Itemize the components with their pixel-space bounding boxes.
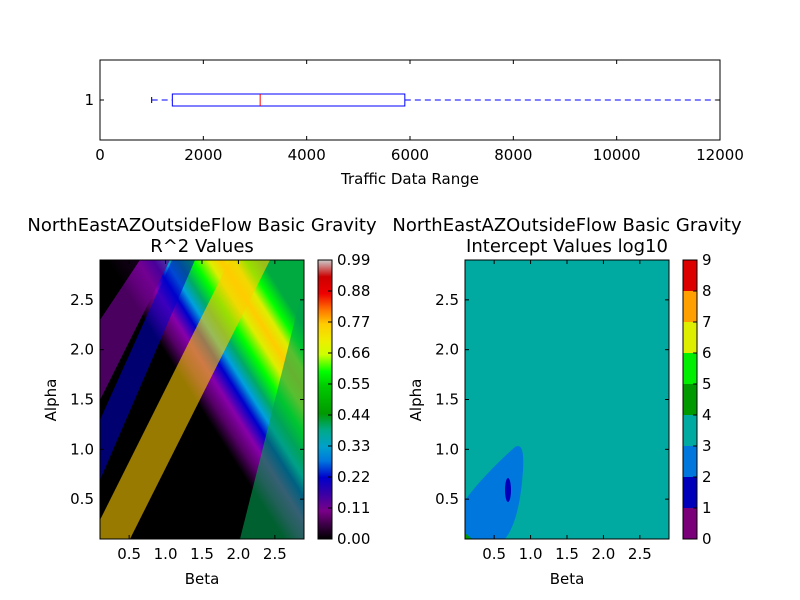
colorbar-level-block — [683, 415, 697, 446]
colorbar-tick-label: 0.77 — [337, 313, 370, 331]
colorbar-level-block — [683, 260, 697, 291]
colorbar-level-block — [683, 477, 697, 508]
colorbar-tick-label: 8 — [702, 282, 712, 300]
x-tick-label: 4000 — [288, 146, 326, 164]
r2-y-label: Alpha — [42, 379, 60, 422]
x-tick-label: 6000 — [391, 146, 429, 164]
x-tick-label: 2.5 — [628, 545, 652, 563]
colorbar-level-block — [683, 322, 697, 353]
colorbar-tick-label: 9 — [702, 251, 712, 269]
y-tick-label: 2.5 — [70, 291, 94, 309]
colorbar-tick-label: 2 — [702, 468, 712, 486]
colorbar-tick-label: 0.00 — [337, 530, 370, 548]
x-tick-label: 2.5 — [263, 545, 287, 563]
r2-blue-band — [100, 260, 195, 480]
x-tick-label: 1.0 — [519, 545, 543, 563]
boxplot-panel: 0 2000 4000 6000 8000 10000 12000 1 Traffic Da… — [84, 59, 744, 188]
x-tick-label: 1.5 — [555, 545, 579, 563]
intercept-contour-panel: NorthEastAZOutsideFlow Basic Gravity Int… — [392, 215, 742, 588]
y-tick-label: 1.0 — [70, 440, 94, 458]
colorbar-tick-label: 1 — [702, 499, 712, 517]
x-tick-label: 10000 — [593, 146, 641, 164]
colorbar-level-block — [683, 446, 697, 477]
y-tick-label: 1 — [84, 91, 94, 109]
intercept-y-label: Alpha — [407, 379, 425, 422]
colorbar-tick-label: 0 — [702, 530, 712, 548]
intercept-y-ticks: 0.5 1.0 1.5 2.0 2.5 — [435, 291, 669, 508]
y-tick-label: 0.5 — [70, 490, 94, 508]
intercept-level-4-corner — [465, 533, 472, 539]
x-tick-label: 1.0 — [154, 545, 178, 563]
x-tick-label: 0.5 — [482, 545, 506, 563]
x-tick-label: 12000 — [696, 146, 744, 164]
colorbar-tick-label: 0.33 — [337, 437, 370, 455]
colorbar-tick-label: 5 — [702, 375, 712, 393]
iqr-box — [171, 93, 406, 107]
intercept-title-line1: NorthEastAZOutsideFlow Basic Gravity — [392, 215, 742, 236]
colorbar-tick-label: 7 — [702, 313, 712, 331]
r2-ridge-band — [100, 260, 270, 539]
intercept-colorbar-frame — [682, 259, 698, 540]
x-tick-label: 2000 — [184, 146, 222, 164]
boxplot-y-ticks: 1 — [84, 91, 720, 109]
r2-purple-band — [100, 260, 170, 400]
boxplot-x-label: Traffic Data Range — [340, 170, 479, 188]
x-tick-label: 1.5 — [190, 545, 214, 563]
x-tick-label: 0 — [95, 146, 105, 164]
intercept-level-1-spot — [505, 478, 511, 502]
boxplot-x-ticks: 0 2000 4000 6000 8000 10000 12000 — [95, 60, 744, 164]
r2-y-ticks: 0.5 1.0 1.5 2.0 2.5 — [70, 291, 304, 508]
colorbar-tick-label: 0.88 — [337, 282, 370, 300]
r2-colorbar — [317, 259, 333, 540]
colorbar-tick-label: 0.66 — [337, 344, 370, 362]
colorbar-tick-label: 0.99 — [337, 251, 370, 269]
intercept-colorbar — [683, 260, 697, 539]
y-tick-label: 2.0 — [70, 341, 94, 359]
y-tick-label: 1.5 — [70, 391, 94, 409]
intercept-x-label: Beta — [550, 570, 585, 588]
intercept-contour-field — [465, 260, 669, 539]
colorbar-tick-label: 0.22 — [337, 468, 370, 486]
r2-lower-band — [240, 300, 304, 539]
r2-contour-panel: NorthEastAZOutsideFlow Basic Gravity R^2… — [27, 215, 377, 588]
y-tick-label: 1.0 — [435, 440, 459, 458]
x-tick-label: 0.5 — [117, 545, 141, 563]
colorbar-tick-label: 0.44 — [337, 406, 370, 424]
colorbar-tick-label: 3 — [702, 437, 712, 455]
colorbar-tick-label: 4 — [702, 406, 712, 424]
r2-x-ticks: 0.5 1.0 1.5 2.0 2.5 — [117, 260, 287, 563]
x-tick-label: 2.0 — [591, 545, 615, 563]
y-tick-label: 2.0 — [435, 341, 459, 359]
colorbar-level-block — [683, 508, 697, 539]
x-tick-label: 8000 — [494, 146, 532, 164]
r2-x-label: Beta — [185, 570, 220, 588]
r2-title-line2: R^2 Values — [150, 236, 254, 257]
colorbar-tick-label: 0.55 — [337, 375, 370, 393]
intercept-x-ticks: 0.5 1.0 1.5 2.0 2.5 — [482, 260, 652, 563]
y-tick-label: 1.5 — [435, 391, 459, 409]
r2-colorbar-ticks: 0.00 0.11 0.22 0.33 0.44 0.55 0.66 0.77 0.88 0.99 — [328, 251, 370, 548]
boxplot-marks — [151, 93, 721, 107]
x-tick-label: 2.0 — [226, 545, 250, 563]
r2-contour-field — [100, 260, 304, 539]
y-tick-label: 0.5 — [435, 490, 459, 508]
colorbar-level-block — [683, 384, 697, 415]
intercept-level-2-region — [465, 446, 524, 539]
intercept-colorbar-ticks: 0 1 2 3 4 5 6 7 8 9 — [693, 251, 712, 548]
r2-title-line1: NorthEastAZOutsideFlow Basic Gravity — [27, 215, 377, 236]
colorbar-level-block — [683, 291, 697, 322]
colorbar-tick-label: 6 — [702, 344, 712, 362]
colorbar-tick-label: 0.11 — [337, 499, 370, 517]
intercept-title-line2: Intercept Values log10 — [466, 236, 668, 257]
colorbar-level-block — [683, 353, 697, 384]
y-tick-label: 2.5 — [435, 291, 459, 309]
